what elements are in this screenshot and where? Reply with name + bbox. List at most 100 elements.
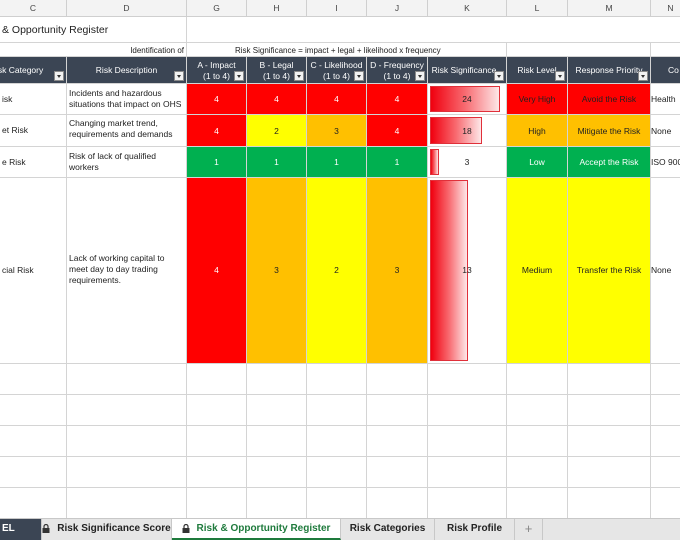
empty-cell[interactable] xyxy=(67,364,187,394)
formula-cell[interactable]: Risk Significance = impact + legal + lik… xyxy=(187,43,507,56)
empty-cell[interactable] xyxy=(0,395,67,425)
risk-level-cell[interactable]: High xyxy=(507,115,568,146)
header-controls[interactable]: Co xyxy=(651,57,680,83)
header-legal[interactable]: B - Legal (1 to 4) xyxy=(247,57,307,83)
risk-category-cell[interactable]: et Risk xyxy=(0,115,67,146)
empty-cell[interactable] xyxy=(568,364,651,394)
empty-cell[interactable] xyxy=(367,457,428,487)
header-frequency[interactable]: D - Frequency (1 to 4) xyxy=(367,57,428,83)
empty-cell[interactable] xyxy=(247,426,307,456)
sheet-tab-risk-categories[interactable]: Risk Categories xyxy=(341,519,435,540)
empty-cell[interactable] xyxy=(428,457,507,487)
empty-cell[interactable] xyxy=(651,488,680,518)
title-row-blank[interactable] xyxy=(187,17,651,42)
empty-cell[interactable] xyxy=(651,364,680,394)
empty-cell[interactable] xyxy=(67,426,187,456)
column-header-h[interactable]: H xyxy=(247,0,307,17)
empty-cell[interactable] xyxy=(307,488,367,518)
risk-description-cell[interactable]: Incidents and hazardous situations that i… xyxy=(67,84,187,114)
empty-cell[interactable] xyxy=(307,364,367,394)
add-sheet-button[interactable]: + xyxy=(515,519,543,540)
empty-cell[interactable] xyxy=(568,457,651,487)
empty-cell[interactable] xyxy=(0,364,67,394)
empty-cell[interactable] xyxy=(187,395,247,425)
impact-cell[interactable]: 4 xyxy=(187,115,247,146)
impact-cell[interactable]: 4 xyxy=(187,178,247,363)
empty-cell[interactable] xyxy=(367,426,428,456)
empty-cell[interactable] xyxy=(507,364,568,394)
empty-cell[interactable] xyxy=(187,457,247,487)
impact-cell[interactable]: 4 xyxy=(187,84,247,114)
empty-cell[interactable] xyxy=(0,488,67,518)
frequency-cell[interactable]: 4 xyxy=(367,84,428,114)
legal-cell[interactable]: 3 xyxy=(247,178,307,363)
controls-cell[interactable]: None xyxy=(651,178,680,363)
empty-cell[interactable] xyxy=(67,395,187,425)
sheet-tab-risk-profile[interactable]: Risk Profile xyxy=(435,519,515,540)
empty-cell[interactable] xyxy=(428,395,507,425)
response-priority-cell[interactable]: Avoid the Risk xyxy=(568,84,651,114)
empty-cell[interactable] xyxy=(307,426,367,456)
column-header-l[interactable]: L xyxy=(507,0,568,17)
column-header-g[interactable]: G xyxy=(187,0,247,17)
risk-level-cell[interactable]: Low xyxy=(507,147,568,177)
risk-level-cell[interactable]: Medium xyxy=(507,178,568,363)
filter-dropdown-icon[interactable] xyxy=(494,71,504,81)
likelihood-cell[interactable]: 3 xyxy=(307,115,367,146)
title-cell[interactable]: & Opportunity Register xyxy=(0,17,187,42)
response-priority-cell[interactable]: Accept the Risk xyxy=(568,147,651,177)
section-cell-lm[interactable] xyxy=(507,43,651,56)
header-risk-description[interactable]: Risk Description xyxy=(67,57,187,83)
sheet-tab-risk-significance-score[interactable]: Risk Significance Score xyxy=(42,519,172,540)
empty-cell[interactable] xyxy=(428,426,507,456)
empty-cell[interactable] xyxy=(367,364,428,394)
sheet-tab-risk-opportunity-register[interactable]: Risk & Opportunity Register xyxy=(172,519,341,540)
empty-cell[interactable] xyxy=(247,457,307,487)
column-header-n[interactable]: N xyxy=(651,0,680,17)
legal-cell[interactable]: 4 xyxy=(247,84,307,114)
header-risk-category[interactable]: isk Category xyxy=(0,57,67,83)
response-priority-cell[interactable]: Transfer the Risk xyxy=(568,178,651,363)
risk-category-cell[interactable]: isk xyxy=(0,84,67,114)
column-header-m[interactable]: M xyxy=(568,0,651,17)
likelihood-cell[interactable]: 4 xyxy=(307,84,367,114)
header-risk-significance[interactable]: Risk Significance xyxy=(428,57,507,83)
column-header-c[interactable]: C xyxy=(0,0,67,17)
empty-cell[interactable] xyxy=(67,457,187,487)
risk-level-cell[interactable]: Very High xyxy=(507,84,568,114)
header-risk-level[interactable]: Risk Level xyxy=(507,57,568,83)
risk-description-cell[interactable]: Risk of lack of qualified workers xyxy=(67,147,187,177)
response-priority-cell[interactable]: Mitigate the Risk xyxy=(568,115,651,146)
section-cell-c[interactable] xyxy=(0,43,67,56)
frequency-cell[interactable]: 3 xyxy=(367,178,428,363)
empty-cell[interactable] xyxy=(67,488,187,518)
significance-cell[interactable]: 24 xyxy=(428,84,507,114)
legal-cell[interactable]: 2 xyxy=(247,115,307,146)
empty-cell[interactable] xyxy=(568,426,651,456)
empty-cell[interactable] xyxy=(428,364,507,394)
empty-cell[interactable] xyxy=(307,395,367,425)
empty-cell[interactable] xyxy=(367,488,428,518)
controls-cell[interactable]: ISO 900 xyxy=(651,147,680,177)
significance-cell[interactable]: 3 xyxy=(428,147,507,177)
filter-dropdown-icon[interactable] xyxy=(354,71,364,81)
filter-dropdown-icon[interactable] xyxy=(415,71,425,81)
sheet-tab-el[interactable]: EL xyxy=(0,519,42,540)
identification-cell[interactable]: Identification of xyxy=(67,43,187,56)
empty-cell[interactable] xyxy=(651,395,680,425)
filter-dropdown-icon[interactable] xyxy=(555,71,565,81)
column-header-j[interactable]: J xyxy=(367,0,428,17)
empty-cell[interactable] xyxy=(507,488,568,518)
impact-cell[interactable]: 1 xyxy=(187,147,247,177)
filter-dropdown-icon[interactable] xyxy=(234,71,244,81)
controls-cell[interactable]: Health xyxy=(651,84,680,114)
empty-cell[interactable] xyxy=(0,457,67,487)
frequency-cell[interactable]: 1 xyxy=(367,147,428,177)
empty-cell[interactable] xyxy=(367,395,428,425)
empty-cell[interactable] xyxy=(187,364,247,394)
column-header-i[interactable]: I xyxy=(307,0,367,17)
likelihood-cell[interactable]: 1 xyxy=(307,147,367,177)
empty-cell[interactable] xyxy=(651,457,680,487)
empty-cell[interactable] xyxy=(247,488,307,518)
significance-cell[interactable]: 13 xyxy=(428,178,507,363)
